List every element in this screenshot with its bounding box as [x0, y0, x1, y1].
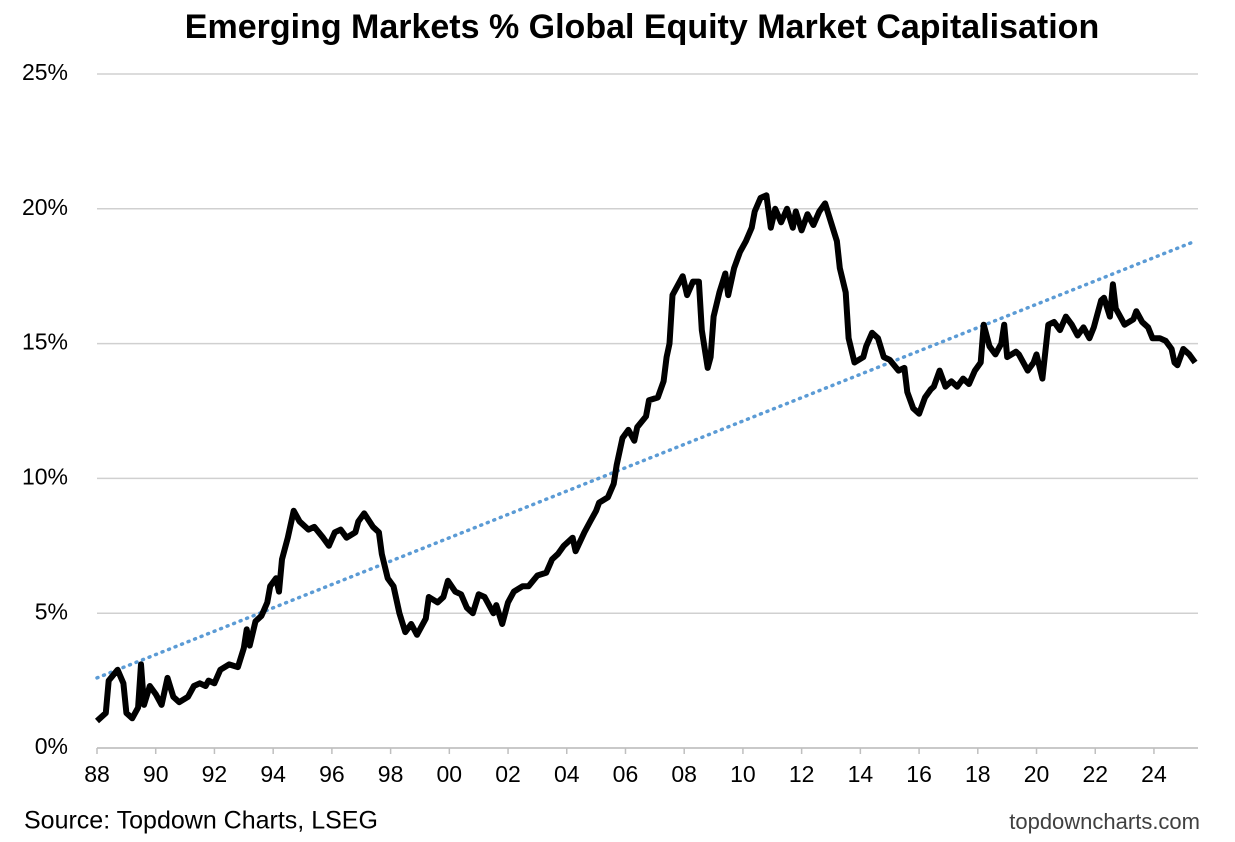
x-tick-label: 22 — [1082, 761, 1108, 787]
y-tick-label: 5% — [35, 598, 68, 624]
x-tick-label: 08 — [671, 761, 697, 787]
x-tick-label: 24 — [1141, 761, 1167, 787]
x-tick-label: 88 — [84, 761, 110, 787]
x-tick-label: 96 — [319, 761, 345, 787]
x-tick-label: 02 — [495, 761, 521, 787]
x-tick-label: 20 — [1024, 761, 1050, 787]
x-tick-label: 92 — [202, 761, 228, 787]
x-tick-label: 94 — [260, 761, 286, 787]
x-tick-label: 12 — [789, 761, 815, 787]
x-tick-label: 18 — [965, 761, 991, 787]
x-tick-label: 06 — [613, 761, 639, 787]
trend-line — [95, 239, 1197, 680]
x-tick-label: 04 — [554, 761, 580, 787]
x-tick-label: 10 — [730, 761, 756, 787]
source-note: Source: Topdown Charts, LSEG — [24, 807, 378, 835]
x-tick-label: 16 — [906, 761, 932, 787]
x-tick-label: 90 — [143, 761, 169, 787]
y-tick-label: 25% — [22, 59, 68, 85]
y-tick-label: 15% — [22, 329, 68, 355]
x-tick-label: 98 — [378, 761, 404, 787]
chart-title: Emerging Markets % Global Equity Market … — [185, 8, 1099, 46]
y-tick-label: 10% — [22, 463, 68, 489]
credit: topdowncharts.com — [1009, 809, 1200, 834]
x-tick-label: 14 — [848, 761, 874, 787]
series-line — [94, 192, 1198, 724]
y-tick-label: 20% — [22, 194, 68, 220]
y-tick-label: 0% — [35, 733, 68, 759]
x-tick-label: 00 — [437, 761, 463, 787]
